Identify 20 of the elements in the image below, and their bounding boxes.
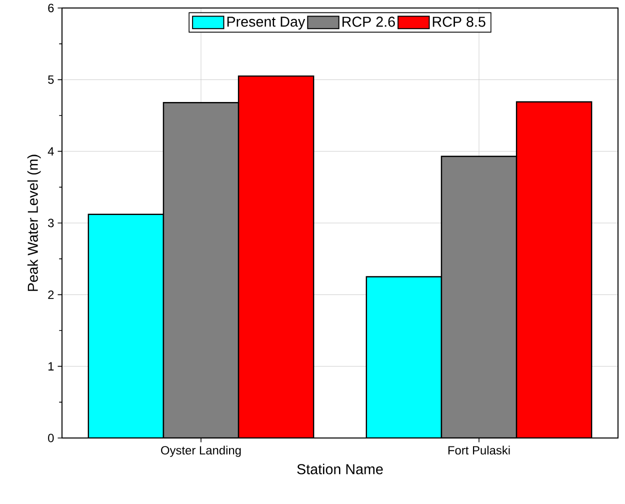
y-tick-label: 1 <box>48 362 54 370</box>
y-tick-label: 4 <box>48 147 54 156</box>
y-axis-title: Peak Water Level (m) <box>27 154 41 291</box>
y-tick-label: 6 <box>48 4 54 12</box>
bar <box>162 102 240 438</box>
y-tick-label: 3 <box>48 218 54 228</box>
y-tick-label: 0 <box>48 434 54 442</box>
bar <box>440 156 518 438</box>
bar <box>516 101 592 438</box>
x-axis-title: Station Name <box>297 464 383 474</box>
bar <box>238 75 314 438</box>
y-tick-label: 2 <box>48 290 54 299</box>
x-tick-label: Fort Pulaski <box>448 446 510 455</box>
bar <box>366 276 442 438</box>
legend-label: Present Day <box>227 16 306 30</box>
legend-label: RCP 8.5 <box>432 16 486 27</box>
legend-label: RCP 2.6 <box>342 16 395 27</box>
x-tick-label: Oyster Landing <box>161 446 241 457</box>
bar <box>88 214 164 438</box>
y-tick-label: 5 <box>48 76 54 84</box>
